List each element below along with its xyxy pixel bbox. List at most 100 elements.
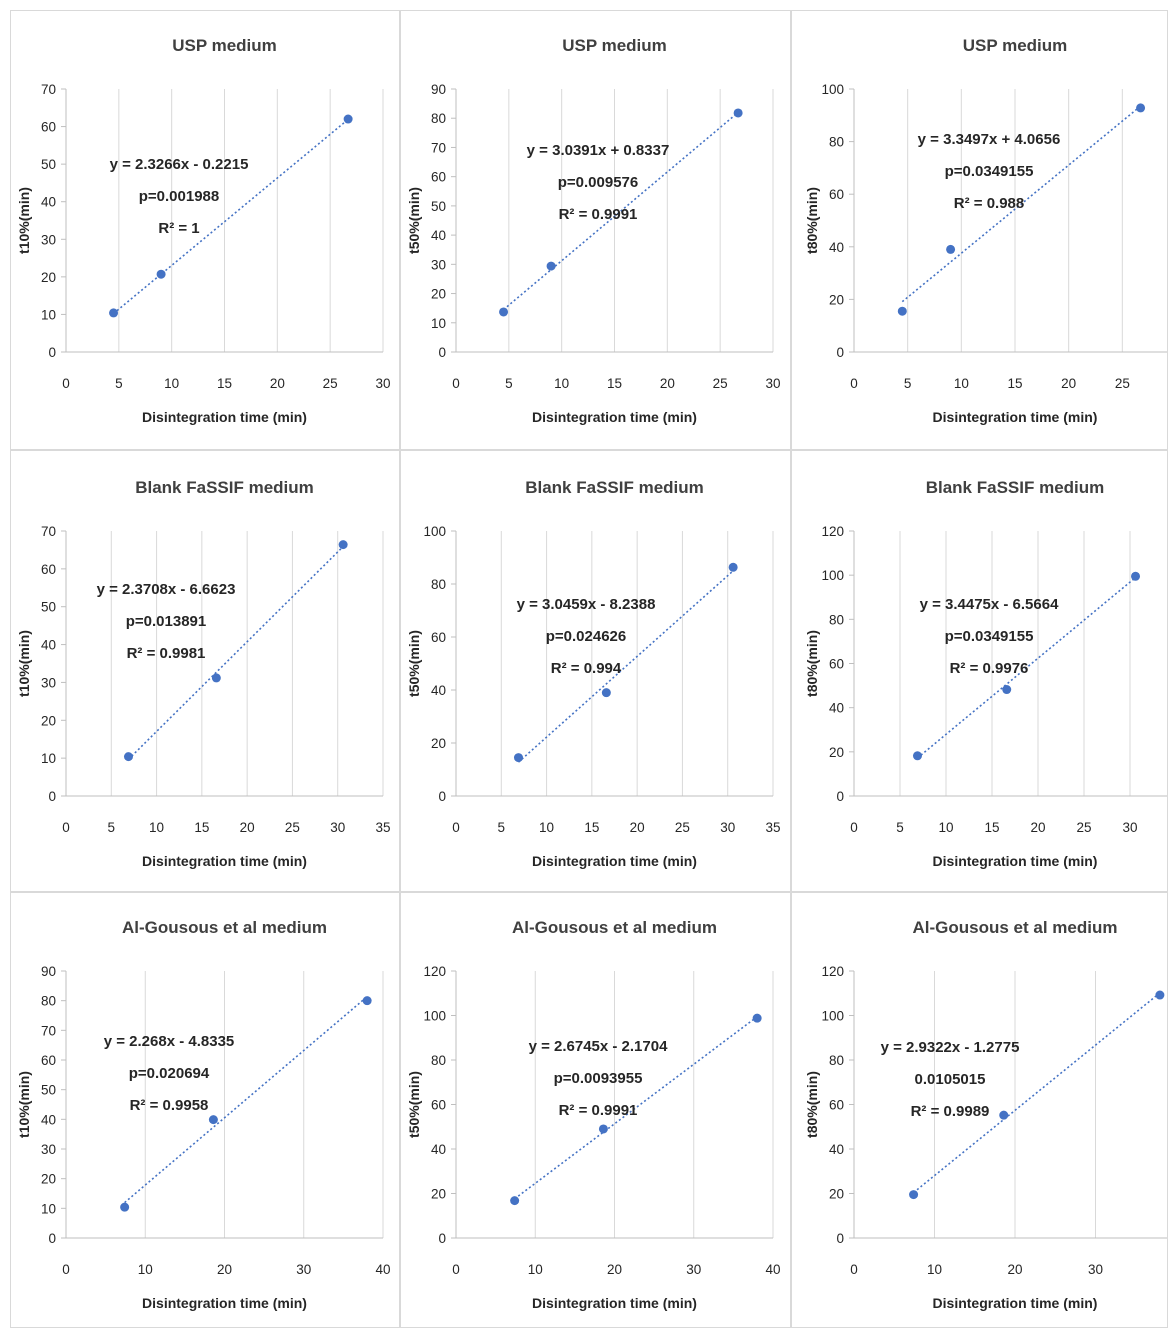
- regression-annotation: R² = 0.9976: [950, 660, 1029, 677]
- x-tick-label: 30: [686, 1262, 701, 1277]
- data-point: [752, 1013, 762, 1023]
- x-tick-label: 15: [584, 820, 599, 835]
- y-tick-label: 70: [41, 82, 56, 97]
- y-tick-label: 20: [829, 292, 844, 307]
- x-tick-label: 20: [1061, 376, 1076, 391]
- x-tick-label: 10: [927, 1262, 942, 1277]
- x-tick-label: 10: [938, 820, 953, 835]
- chart-panel: Al-Gousous et al medium 0 20 40 60 80 100 120 0 1…: [791, 892, 1168, 1328]
- data-point: [728, 562, 738, 572]
- y-tick-label: 0: [438, 1231, 446, 1246]
- regression-annotation: R² = 1: [158, 220, 199, 237]
- x-tick-label: 40: [375, 1262, 390, 1277]
- x-tick-label: 15: [217, 376, 232, 391]
- regression-annotation: y = 2.6745x - 2.1704: [529, 1038, 669, 1055]
- y-tick-label: 80: [829, 612, 844, 627]
- y-tick-label: 100: [821, 1009, 844, 1024]
- x-tick-label: 0: [850, 376, 858, 391]
- data-point: [109, 308, 119, 318]
- chart-title: Blank FaSSIF medium: [926, 478, 1105, 497]
- y-tick-label: 20: [431, 1187, 446, 1202]
- x-tick-label: 30: [330, 820, 345, 835]
- regression-annotation: p=0.020694: [129, 1065, 210, 1082]
- regression-annotation: R² = 0.9958: [130, 1097, 209, 1114]
- y-tick-label: 120: [821, 524, 844, 539]
- data-point: [897, 306, 907, 316]
- regression-annotation: y = 3.3497x + 4.0656: [918, 131, 1061, 148]
- data-point: [1002, 685, 1012, 695]
- y-axis-label: t50%(min): [406, 1071, 422, 1138]
- x-axis-label: Disintegration time (min): [532, 409, 697, 425]
- y-tick-label: 50: [41, 157, 56, 172]
- trendline: [916, 576, 1137, 759]
- y-tick-label: 10: [431, 316, 446, 331]
- y-axis-label: t80%(min): [804, 630, 820, 697]
- y-axis-label: t10%(min): [16, 630, 32, 697]
- y-tick-label: 40: [431, 683, 446, 698]
- y-tick-label: 50: [41, 1083, 56, 1098]
- x-tick-label: 0: [850, 1262, 858, 1277]
- regression-annotation: R² = 0.9991: [559, 1102, 638, 1119]
- regression-annotation: y = 3.0459x - 8.2388: [517, 596, 656, 613]
- scatter-chart: USP medium020406080100051015202530Disint…: [804, 36, 1167, 425]
- chart-panel: Al-Gousous et al medium 0 20 40 60 80 100 120 0 1…: [400, 892, 791, 1328]
- trendline: [514, 1016, 758, 1200]
- trendline: [901, 105, 1142, 303]
- y-axis-label: t50%(min): [406, 630, 422, 697]
- y-tick-label: 40: [41, 1112, 56, 1127]
- chart-panel: USP medium020406080100051015202530Disint…: [791, 10, 1168, 450]
- scatter-chart: USP medium 0 10 20 30 40 50 60 70 80 90 0 5 10 15 20 25 3…: [406, 36, 781, 425]
- x-tick-label: 30: [765, 376, 780, 391]
- chart-title: Blank FaSSIF medium: [135, 478, 314, 497]
- x-tick-label: 15: [194, 820, 209, 835]
- scatter-chart: Al-Gousous et al medium 0 20 40 60 80 100 120 0 1…: [804, 918, 1167, 1311]
- y-tick-label: 60: [41, 562, 56, 577]
- x-tick-label: 5: [115, 376, 123, 391]
- chart-panel: Blank FaSSIF medium 0 20 40 60 80 100 0 5 10 15 20 2…: [400, 450, 791, 892]
- y-tick-label: 30: [41, 675, 56, 690]
- x-tick-label: 0: [452, 1262, 460, 1277]
- y-tick-label: 120: [821, 964, 844, 979]
- x-tick-label: 25: [675, 820, 690, 835]
- x-tick-label: 0: [452, 376, 460, 391]
- y-tick-label: 20: [41, 713, 56, 728]
- x-tick-label: 15: [607, 376, 622, 391]
- y-tick-label: 120: [423, 964, 446, 979]
- y-tick-label: 30: [431, 257, 446, 272]
- y-tick-label: 20: [431, 287, 446, 302]
- scatter-chart: Blank FaSSIF medium 0 20 40 60 80 100 0 5 10 15 20 2…: [406, 478, 781, 869]
- y-tick-label: 20: [829, 745, 844, 760]
- y-tick-label: 0: [438, 345, 446, 360]
- data-point: [999, 1110, 1009, 1120]
- x-tick-label: 20: [240, 820, 255, 835]
- y-tick-label: 70: [41, 524, 56, 539]
- x-tick-label: 10: [138, 1262, 153, 1277]
- regression-annotation: p=0.013891: [126, 613, 207, 630]
- x-tick-label: 20: [270, 376, 285, 391]
- x-tick-label: 0: [62, 376, 70, 391]
- y-tick-label: 20: [829, 1187, 844, 1202]
- x-tick-label: 20: [1007, 1262, 1022, 1277]
- y-tick-label: 0: [836, 789, 844, 804]
- x-tick-label: 20: [660, 376, 675, 391]
- regression-annotation: R² = 0.9991: [559, 206, 638, 223]
- regression-annotation: p=0.001988: [139, 188, 220, 205]
- data-point: [499, 307, 509, 317]
- trendline: [913, 992, 1161, 1194]
- x-tick-label: 20: [607, 1262, 622, 1277]
- regression-annotation: R² = 0.994: [551, 660, 622, 677]
- y-tick-label: 40: [431, 228, 446, 243]
- regression-annotation: y = 3.0391x + 0.8337: [527, 142, 670, 159]
- x-tick-label: 30: [720, 820, 735, 835]
- data-point: [156, 269, 166, 279]
- regression-annotation: p=0.0093955: [554, 1070, 643, 1087]
- data-point: [510, 1196, 520, 1206]
- y-tick-label: 40: [41, 195, 56, 210]
- data-point: [912, 751, 922, 761]
- data-point: [1136, 103, 1146, 113]
- y-tick-label: 60: [41, 120, 56, 135]
- y-tick-label: 70: [41, 1023, 56, 1038]
- regression-annotation: 0.0105015: [915, 1071, 986, 1088]
- y-tick-label: 70: [431, 140, 446, 155]
- x-tick-label: 15: [1007, 376, 1022, 391]
